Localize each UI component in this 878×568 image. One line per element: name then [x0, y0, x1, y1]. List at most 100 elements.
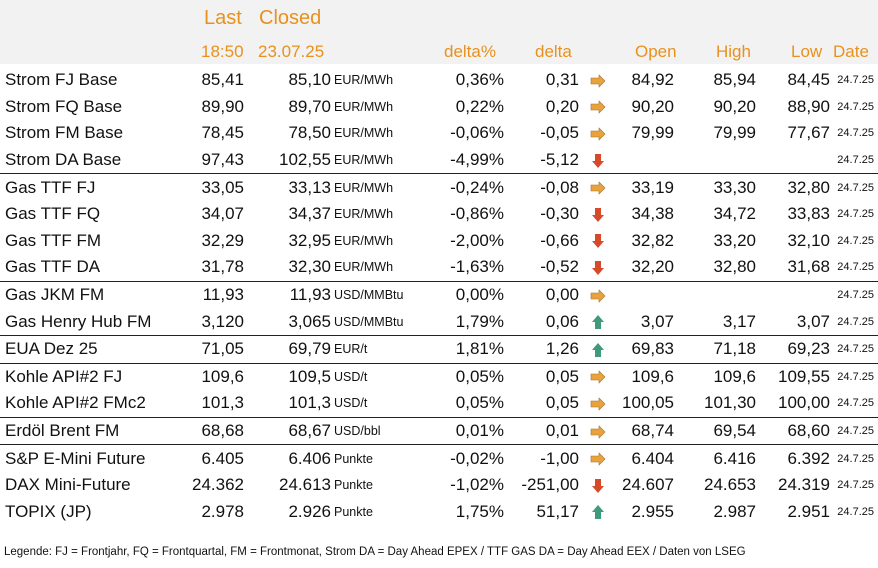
- last-value: 97,43: [201, 150, 244, 170]
- closed-value: 6.406: [244, 444, 331, 472]
- delta-value: 0,01: [504, 416, 579, 445]
- unit: USD/t: [334, 396, 368, 411]
- date-value: 24.7.25: [830, 173, 878, 201]
- open-value: [617, 280, 674, 309]
- date-value: 24.7.25: [830, 334, 878, 364]
- closed-value: 85,10: [288, 70, 331, 90]
- delta-pct: 0,00%: [430, 280, 504, 309]
- high-value: 34,72: [713, 204, 756, 224]
- date-value: 24.7.25: [837, 127, 874, 140]
- high-value: 79,99: [713, 123, 756, 143]
- date-value: 24.7.25: [830, 444, 878, 472]
- row-name: EUA Dez 25: [0, 334, 176, 364]
- date-value: 24.7.25: [837, 234, 874, 247]
- delta-pct: 0,05%: [430, 362, 504, 391]
- low-value: [756, 147, 830, 174]
- high-value: 71,18: [674, 334, 756, 364]
- closed-value: 32,30: [288, 257, 331, 277]
- arrow-down-icon: [579, 254, 617, 281]
- delta-value: 0,06: [545, 311, 579, 331]
- closed-value: 89,70: [288, 96, 331, 116]
- delta-value: 0,20: [545, 96, 579, 116]
- last-value: 89,90: [201, 96, 244, 116]
- delta-pct: -1,02%: [450, 475, 504, 495]
- row-name: Gas TTF FJ: [0, 173, 176, 201]
- table-row: TOPIX (JP) 2.978 2.926 Punkte 1,75% 51,17 2.95…: [0, 499, 878, 526]
- delta-pct: -0,86%: [450, 204, 504, 224]
- unit: Punkte: [334, 504, 373, 519]
- unit: EUR/MWh: [334, 207, 394, 222]
- row-name: Gas TTF DA: [5, 257, 101, 277]
- arrow-up-icon: [579, 499, 617, 526]
- closed-value: 78,50: [288, 123, 331, 143]
- header-last: Last: [204, 7, 242, 29]
- low-value: 24.319: [778, 475, 830, 495]
- row-name: Kohle API#2 FMc2: [5, 393, 146, 413]
- closed-value: 101,3: [288, 393, 331, 413]
- date-value: 24.7.25: [837, 100, 874, 113]
- row-name: Erdöl Brent FM: [0, 416, 176, 445]
- arrow-right-icon: [579, 173, 617, 201]
- low-value: 32,80: [756, 173, 830, 201]
- unit: EUR/MWh: [334, 73, 394, 88]
- table-row: Gas Henry Hub FM 3,120 3,065 USD/MMBtu 1,79%…: [0, 308, 878, 335]
- row-name: Strom FM Base: [5, 123, 124, 143]
- delta-pct: 0,22%: [455, 96, 504, 116]
- row-name: Kohle API#2 FJ: [0, 362, 176, 391]
- delta-value: -0,05: [540, 123, 579, 143]
- last-value: 2.978: [201, 501, 244, 521]
- high-value: 33,30: [674, 173, 756, 201]
- open-value: 90,20: [631, 96, 674, 116]
- open-value: 2.955: [631, 501, 674, 521]
- low-value: 6.392: [756, 444, 830, 472]
- row-name: Gas Henry Hub FM: [5, 311, 152, 331]
- delta-value: -0,08: [504, 173, 579, 201]
- high-value: 3,17: [722, 311, 756, 331]
- unit: EUR/MWh: [334, 233, 394, 248]
- last-value: 85,41: [201, 70, 244, 90]
- open-value: 34,38: [631, 204, 674, 224]
- market-table: Strom FJ Base 85,41 85,10 EUR/MWh 0,36% 0,31 8…: [0, 67, 878, 525]
- low-value: 31,68: [787, 257, 830, 277]
- delta-value: 0,05: [545, 393, 579, 413]
- delta-pct: -4,99%: [450, 150, 504, 170]
- low-value: 109,55: [756, 362, 830, 391]
- closed-value: 3,065: [288, 311, 331, 331]
- table-row: Strom FQ Base 89,90 89,70 EUR/MWh 0,22% 0,20 9…: [0, 94, 878, 121]
- low-value: 32,10: [787, 230, 830, 250]
- open-value: 33,19: [617, 173, 674, 201]
- arrow-down-icon: [579, 147, 617, 174]
- open-value: 32,20: [631, 257, 674, 277]
- table-row: Strom FJ Base 85,41 85,10 EUR/MWh 0,36% 0,31 8…: [0, 67, 878, 94]
- delta-pct: -0,24%: [430, 173, 504, 201]
- closed-value: 24.613: [279, 475, 331, 495]
- row-name: TOPIX (JP): [5, 501, 92, 521]
- date-value: 24.7.25: [830, 280, 878, 309]
- closed-value: 68,67: [244, 416, 331, 445]
- low-value: 100,00: [778, 393, 830, 413]
- low-value: 69,23: [756, 334, 830, 364]
- unit: EUR/MWh: [334, 153, 394, 168]
- arrow-down-icon: [579, 472, 617, 499]
- arrow-right-icon: [579, 67, 617, 94]
- delta-value: -0,66: [540, 230, 579, 250]
- high-value: 101,30: [704, 393, 756, 413]
- open-value: 6.404: [617, 444, 674, 472]
- arrow-down-icon: [579, 228, 617, 255]
- unit: EUR/MWh: [334, 126, 394, 141]
- high-value: 85,94: [713, 70, 756, 90]
- closed-value: 32,95: [288, 230, 331, 250]
- high-value: 90,20: [713, 96, 756, 116]
- header-time: 18:50: [201, 42, 244, 61]
- arrow-right-icon: [579, 280, 617, 309]
- closed-value: 102,55: [279, 150, 331, 170]
- date-value: 24.7.25: [837, 315, 874, 328]
- delta-value: 0,31: [545, 70, 579, 90]
- delta-value: -0,30: [540, 204, 579, 224]
- header-date-closed: 23.07.25: [258, 42, 325, 61]
- low-value: 3,07: [796, 311, 830, 331]
- arrow-down-icon: [579, 201, 617, 228]
- last-value: 101,3: [201, 393, 244, 413]
- arrow-up-icon: [579, 334, 617, 364]
- high-value: [674, 147, 756, 174]
